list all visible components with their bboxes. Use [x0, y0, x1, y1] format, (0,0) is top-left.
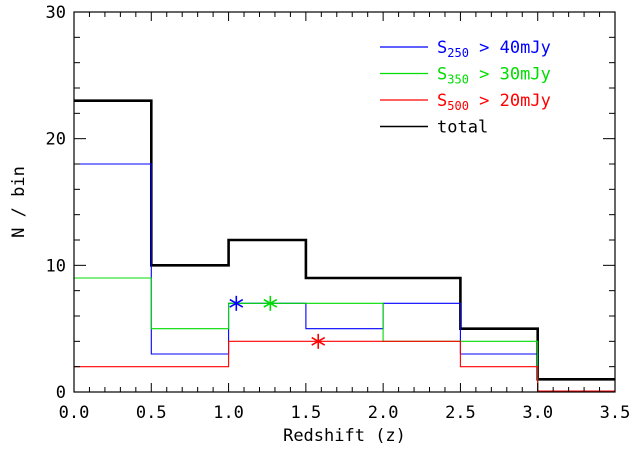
y-axis-label: N / bin — [9, 166, 29, 238]
x-axis-label: Redshift (z) — [283, 426, 406, 446]
series-line-s250-40mjy — [74, 163, 615, 392]
x-tick-label: 0.0 — [59, 403, 90, 423]
x-axis-ticks: 0.0 0.5 1.0 1.5 2.0 2.5 3.0 3.5 — [59, 12, 631, 423]
series-line-s500-20mjy — [74, 340, 615, 392]
y-tick-label: 30 — [46, 3, 66, 23]
x-tick-label: 0.5 — [136, 403, 167, 423]
y-axis-ticks: 0 10 20 30 — [46, 3, 615, 403]
median-marker-s350-30mjy — [263, 295, 278, 311]
x-tick-label: 3.5 — [600, 403, 631, 423]
median-marker-s500-20mjy — [311, 333, 326, 349]
x-tick-label: 3.0 — [522, 403, 553, 423]
median-marker-layer — [229, 295, 326, 349]
y-tick-label: 10 — [46, 256, 66, 276]
series-line-total — [74, 99, 615, 381]
series-line-s350-30mjy — [74, 277, 615, 392]
legend: S250 > 40mJy S350 > 30mJy S500 > 20mJy tota… — [380, 38, 551, 138]
y-tick-label: 0 — [56, 383, 66, 403]
legend-label-s350-30mjy: S350 > 30mJy — [437, 65, 551, 87]
legend-label-total: total — [437, 118, 488, 138]
legend-label-s500-20mjy: S500 > 20mJy — [437, 91, 551, 113]
legend-label-s250-40mjy: S250 > 40mJy — [437, 38, 551, 60]
x-tick-label: 2.0 — [368, 403, 399, 423]
plot-frame — [73, 11, 616, 393]
series-layer — [74, 99, 615, 392]
y-tick-label: 20 — [46, 130, 66, 150]
median-marker-s250-40mjy — [229, 295, 244, 311]
x-tick-label: 2.5 — [445, 403, 476, 423]
x-tick-label: 1.0 — [213, 403, 244, 423]
x-tick-label: 1.5 — [290, 403, 321, 423]
